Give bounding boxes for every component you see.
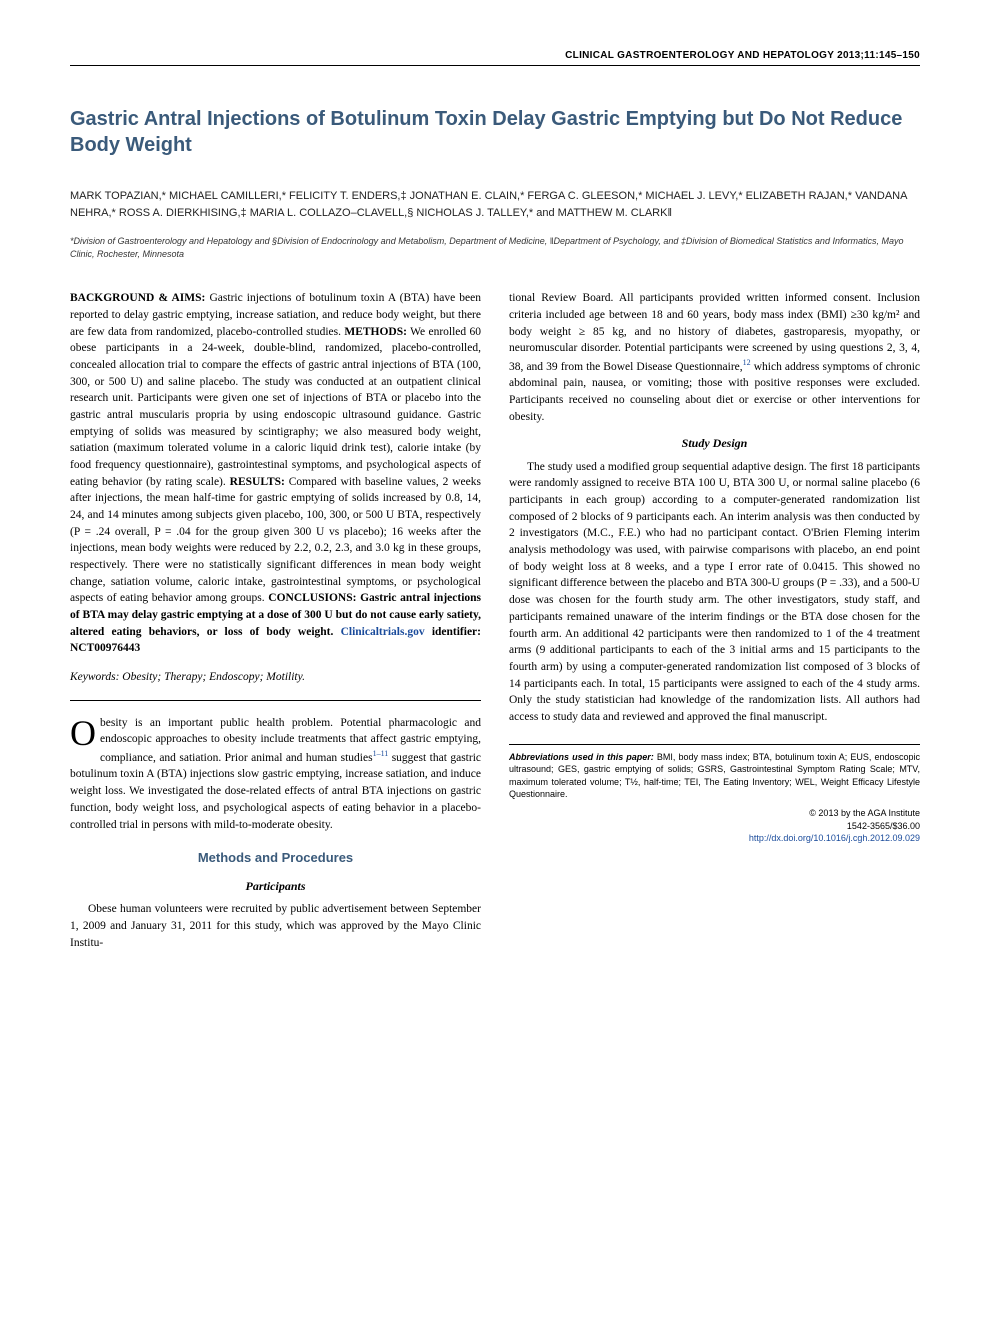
conclusions-label: CONCLUSIONS: (268, 592, 356, 604)
left-column: BACKGROUND & AIMS: Gastric injections of… (70, 290, 481, 953)
two-column-layout: BACKGROUND & AIMS: Gastric injections of… (70, 290, 920, 953)
participants-para-right: tional Review Board. All participants pr… (509, 290, 920, 425)
participants-ref[interactable]: 12 (743, 358, 751, 367)
abbreviations-box: Abbreviations used in this paper: BMI, b… (509, 744, 920, 845)
abstract-block: BACKGROUND & AIMS: Gastric injections of… (70, 290, 481, 657)
right-column: tional Review Board. All participants pr… (509, 290, 920, 953)
abbrev-label: Abbreviations used in this paper: (509, 752, 654, 762)
dropcap: O (70, 715, 100, 749)
intro-paragraph: Obesity is an important public health pr… (70, 715, 481, 834)
study-design-subheading: Study Design (509, 435, 920, 452)
doi-link[interactable]: http://dx.doi.org/10.1016/j.cgh.2012.09.… (509, 832, 920, 845)
copyright-line-1: © 2013 by the AGA Institute (509, 807, 920, 820)
intro-ref[interactable]: 1–11 (373, 749, 389, 758)
divider (70, 700, 481, 701)
background-label: BACKGROUND & AIMS: (70, 292, 205, 304)
copyright-block: © 2013 by the AGA Institute 1542-3565/$3… (509, 807, 920, 845)
methods-heading: Methods and Procedures (70, 849, 481, 868)
results-text: Compared with baseline values, 2 weeks a… (70, 476, 481, 605)
methods-label: METHODS: (344, 326, 407, 338)
article-title: Gastric Antral Injections of Botulinum T… (70, 106, 920, 158)
affiliations: *Division of Gastroenterology and Hepato… (70, 235, 920, 260)
copyright-line-2: 1542-3565/$36.00 (509, 820, 920, 833)
keywords-label: Keywords: (70, 671, 119, 683)
journal-header: CLINICAL GASTROENTEROLOGY AND HEPATOLOGY… (70, 50, 920, 66)
study-design-para: The study used a modified group sequenti… (509, 459, 920, 726)
keywords-text: Obesity; Therapy; Endoscopy; Motility. (119, 671, 305, 683)
author-list: MARK TOPAZIAN,* MICHAEL CAMILLERI,* FELI… (70, 188, 920, 221)
participants-para-left: Obese human volunteers were recruited by… (70, 901, 481, 951)
clinicaltrials-link[interactable]: Clinicaltrials.gov (341, 626, 425, 638)
participants-subheading: Participants (70, 878, 481, 895)
methods-text: We enrolled 60 obese participants in a 2… (70, 326, 481, 488)
keywords-line: Keywords: Obesity; Therapy; Endoscopy; M… (70, 669, 481, 686)
results-label: RESULTS: (230, 476, 285, 488)
